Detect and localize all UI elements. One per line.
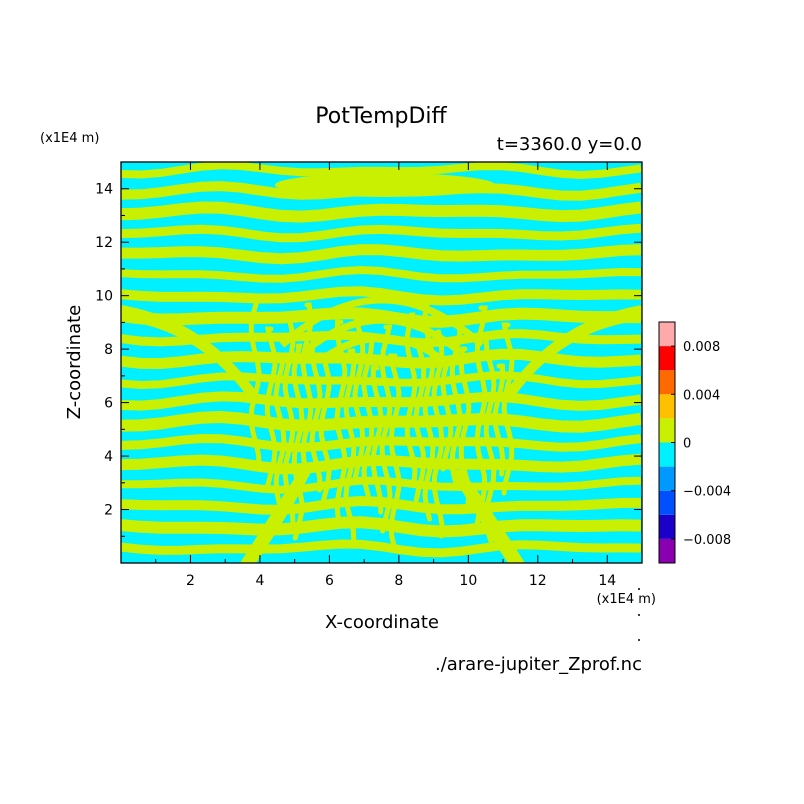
field-stripe <box>121 286 642 306</box>
x-axis: 2 4 6 8 10 12 14 <box>120 162 643 589</box>
field-arch <box>322 334 442 361</box>
chart-title: PotTempDiff <box>315 104 447 129</box>
colorbar-segment <box>659 466 675 491</box>
heatmap-field <box>121 162 642 563</box>
field-strand <box>291 343 305 541</box>
x-tick-label: 14 <box>598 573 616 589</box>
field-stripe <box>121 201 642 223</box>
colorbar-segment <box>659 442 675 467</box>
field-stripe <box>121 162 642 180</box>
field-stripe <box>121 516 642 538</box>
field-plume-right <box>500 305 642 400</box>
x-tick-label: 6 <box>325 573 334 589</box>
field-strand <box>264 326 278 488</box>
y-tick-label: 8 <box>104 342 113 358</box>
plot-frame <box>120 161 643 564</box>
field-stripe <box>121 495 642 515</box>
field-strand <box>370 365 384 515</box>
field-arch <box>279 296 485 348</box>
y-tick-label: 4 <box>104 449 113 465</box>
field-strand <box>248 297 262 471</box>
colorbar-segment <box>659 346 675 371</box>
field-strand <box>474 305 488 527</box>
field-stripe <box>121 244 642 265</box>
field-strand <box>483 334 497 544</box>
marker-dot <box>638 639 640 641</box>
field-strand <box>388 353 402 551</box>
field-strand <box>361 336 375 498</box>
field-stripe <box>121 391 642 411</box>
x-axis-label: X-coordinate <box>325 612 439 633</box>
field-strand <box>431 329 445 539</box>
source-file-label: ./arare-jupiter_Zprof.nc <box>435 654 642 675</box>
chart-subtitle: t=3360.0 y=0.0 <box>497 134 642 155</box>
y-tick-label: 14 <box>95 182 113 198</box>
field-stripe <box>121 539 642 558</box>
colorbar-tick-label: 0.008 <box>683 340 720 355</box>
field-stripe <box>121 476 642 494</box>
field-strand <box>440 358 454 472</box>
colorbar-tick-label: −0.008 <box>683 533 731 548</box>
field-strand <box>404 312 418 486</box>
colorbar-tick-label: −0.004 <box>683 485 731 500</box>
x-unit-label: (x1E4 m) <box>597 592 656 607</box>
colorbar-segment <box>659 490 675 515</box>
field-strand <box>492 363 506 477</box>
y-unit-label: (x1E4 m) <box>40 131 99 146</box>
field-strand <box>379 324 393 534</box>
field-strand <box>501 322 515 496</box>
field-strand <box>413 341 427 503</box>
colorbar-segment <box>659 394 675 419</box>
y-axis: 2 4 6 8 10 12 14 <box>95 161 642 564</box>
y-tick-label: 10 <box>95 289 113 305</box>
field-strand <box>343 348 357 546</box>
field-top-ellipse <box>275 173 495 197</box>
field-stripe <box>121 371 642 390</box>
field-structures <box>121 173 642 563</box>
colorbar-tick-label: 0 <box>683 437 691 452</box>
colorbar-segment <box>659 418 675 443</box>
field-plume-left <box>121 305 262 400</box>
colorbar-segment <box>659 538 675 563</box>
colorbar-tick-label: 0.004 <box>683 388 720 403</box>
colorbar-segment <box>659 514 675 539</box>
field-strand <box>449 317 463 491</box>
y-tick-label: 2 <box>104 503 113 519</box>
x-tick-label: 4 <box>255 573 264 589</box>
colorbar-segment <box>659 322 675 347</box>
field-plume-lower-right <box>450 470 525 563</box>
field-strand <box>273 355 287 505</box>
marker-dot <box>638 588 640 590</box>
field-strand <box>352 307 366 481</box>
field-strand <box>318 360 332 510</box>
field-stripe <box>121 265 642 283</box>
y-axis-label: Z-coordinate <box>64 305 85 420</box>
x-tick-label: 12 <box>529 573 547 589</box>
x-tick-label: 2 <box>186 573 195 589</box>
field-arch <box>301 316 463 355</box>
colorbar-segment <box>659 370 675 395</box>
y-tick-label: 12 <box>95 235 113 251</box>
colorbar: −0.008 −0.004 0 0.004 0.008 <box>658 321 731 564</box>
y-tick-label: 6 <box>104 396 113 412</box>
x-tick-label: 8 <box>394 573 403 589</box>
field-strand <box>282 314 296 524</box>
field-stripe <box>121 307 642 328</box>
field-stripe <box>121 223 642 243</box>
field-plume-lower-left <box>240 470 312 563</box>
x-tick-label: 10 <box>459 573 477 589</box>
marker-dot <box>638 614 640 616</box>
field-strand <box>309 331 323 493</box>
